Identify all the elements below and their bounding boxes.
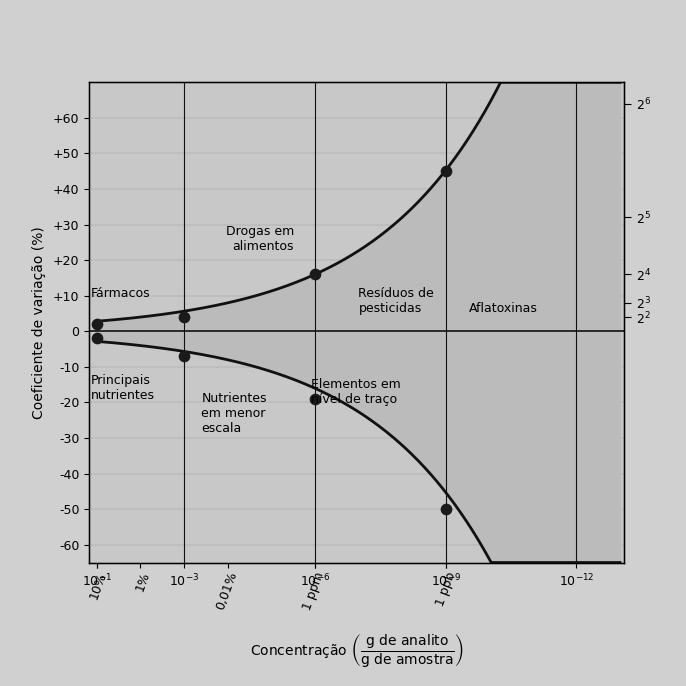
Text: Principais
nutrientes: Principais nutrientes <box>91 375 154 402</box>
Text: Fármacos: Fármacos <box>91 287 150 300</box>
Text: Elementos em
nível de traço: Elementos em nível de traço <box>311 377 401 405</box>
Text: Drogas em
alimentos: Drogas em alimentos <box>226 225 294 253</box>
Point <box>440 166 451 177</box>
Point <box>91 319 102 330</box>
Y-axis label: Coeficiente de variação (%): Coeficiente de variação (%) <box>32 226 46 418</box>
Point <box>309 269 320 280</box>
Point <box>178 311 189 322</box>
Text: Nutrientes
em menor
escala: Nutrientes em menor escala <box>202 392 267 435</box>
Text: Aflatoxinas: Aflatoxinas <box>469 303 537 316</box>
Point <box>178 351 189 362</box>
Point <box>309 393 320 404</box>
Point <box>91 333 102 344</box>
Text: Resíduos de
pesticidas: Resíduos de pesticidas <box>359 287 434 316</box>
Text: Concentração $\left(\dfrac{\mathrm{g\ de\ analito}}{\mathrm{g\ de\ amostra}}\rig: Concentração $\left(\dfrac{\mathrm{g\ de… <box>250 632 464 669</box>
Point <box>440 504 451 514</box>
